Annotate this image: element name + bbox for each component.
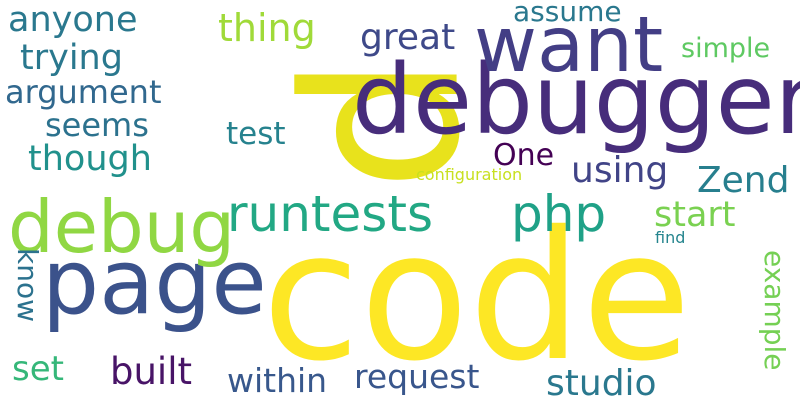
word-within: within <box>227 361 327 400</box>
word-great: great <box>360 17 455 58</box>
word-simple: simple <box>681 33 770 64</box>
word-thing: thing <box>218 6 316 50</box>
word-request: request <box>354 357 480 396</box>
word-studio: studio <box>546 363 657 400</box>
word-zend: Zend <box>697 160 789 201</box>
word-runtests: runtests <box>227 185 433 243</box>
word-anyone: anyone <box>8 0 137 40</box>
word-argument: argument <box>5 73 161 111</box>
word-p: p <box>288 55 539 191</box>
word-debugger: debugger <box>352 44 800 156</box>
word-using: using <box>571 150 668 191</box>
word-though: though <box>28 139 152 179</box>
word-seems: seems <box>45 106 149 144</box>
word-know: know <box>11 248 44 322</box>
word-example: example <box>758 250 791 371</box>
word-set: set <box>12 349 64 389</box>
word-find: find <box>655 228 685 247</box>
word-test: test <box>226 116 286 152</box>
word-trying: trying <box>20 38 123 78</box>
word-page: page <box>42 230 267 335</box>
word-configuration: configuration <box>416 165 522 184</box>
word-want: want <box>474 1 663 90</box>
word-start: start <box>654 195 736 235</box>
word-assume: assume <box>513 0 622 28</box>
word-php: php <box>511 185 606 243</box>
word-built: built <box>110 350 192 393</box>
word-one: One <box>493 138 554 173</box>
word-debug: debug <box>8 185 235 269</box>
word-code: code <box>262 193 691 400</box>
